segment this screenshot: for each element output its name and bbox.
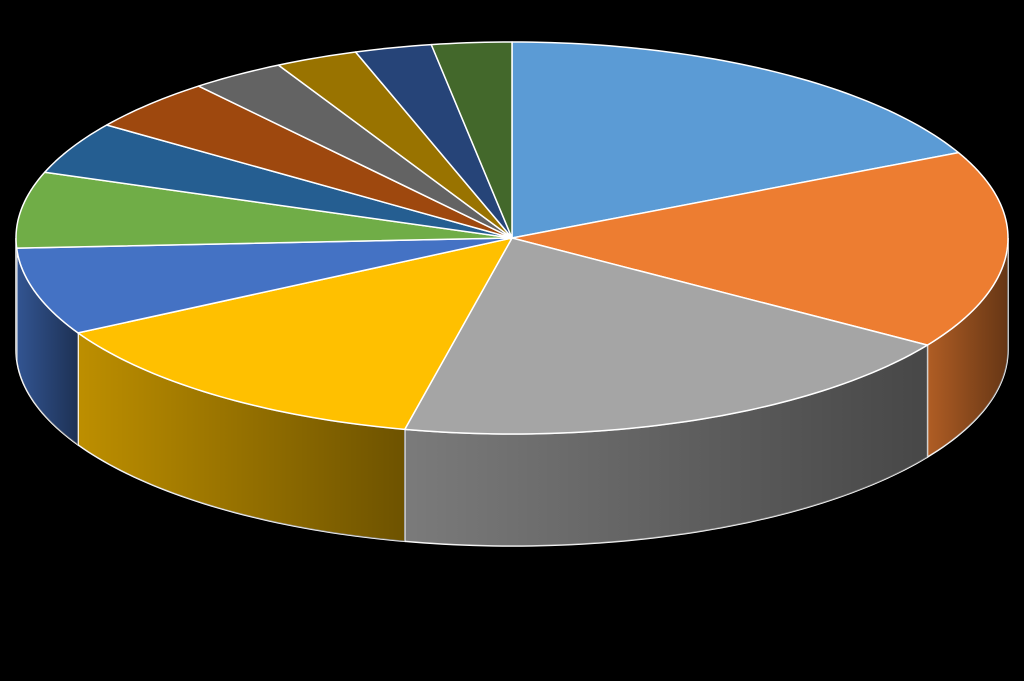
pie-slice-7: [105, 85, 513, 239]
pie-slice-9: [277, 51, 513, 239]
pie-slice-11: [430, 41, 513, 239]
pie-slice-4: [15, 237, 513, 334]
pie-slice-10: [354, 43, 513, 239]
pie-side-shade-2: [404, 345, 928, 546]
pie-side-shade-4: [16, 248, 79, 445]
pie-side-walls: [15, 237, 1009, 547]
pie-slice-2: [404, 237, 929, 435]
pie-side-4: [15, 247, 79, 447]
pie-side-shade-3: [78, 332, 405, 542]
pie-slice-0: [511, 41, 960, 239]
pie-side-shade-1: [927, 238, 1008, 458]
pie-slice-3: [77, 237, 513, 431]
pie-side-5: [15, 237, 18, 361]
pie-slice-1: [511, 151, 1009, 346]
pie-slice-5: [15, 171, 513, 249]
pie-side-shade-5: [16, 238, 17, 361]
pie-slice-6: [43, 124, 513, 239]
pie-top-slices: [15, 41, 1009, 435]
pie-slice-8: [197, 64, 513, 239]
